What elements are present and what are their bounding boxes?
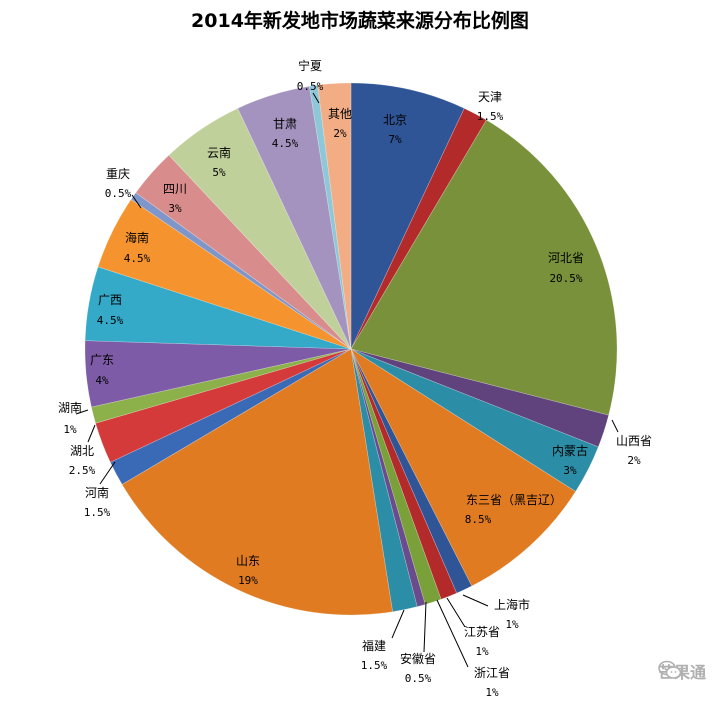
leader-line-12 bbox=[99, 461, 116, 485]
slice-value-0: 7% bbox=[388, 133, 402, 146]
slice-value-11: 19% bbox=[238, 574, 258, 587]
slice-value-10: 1.5% bbox=[361, 659, 388, 672]
leader-line-3 bbox=[611, 419, 619, 433]
slice-value-16: 4.5% bbox=[97, 314, 124, 327]
leader-line-7 bbox=[446, 597, 466, 628]
pie-slice-9 bbox=[350, 348, 426, 608]
slice-label-13: 湖北 bbox=[70, 443, 94, 458]
pie-slice-17 bbox=[97, 199, 352, 350]
slice-value-3: 2% bbox=[627, 454, 641, 467]
leader-line-18 bbox=[131, 194, 142, 209]
slice-label-22: 宁夏 bbox=[298, 58, 322, 73]
slice-label-8: 浙江省 bbox=[474, 666, 510, 680]
slice-label-2: 河北省 bbox=[548, 251, 584, 265]
slice-value-14: 1% bbox=[63, 423, 77, 436]
slice-label-11: 山东 bbox=[236, 554, 260, 568]
slice-value-9: 0.5% bbox=[405, 672, 432, 685]
slice-label-17: 海南 bbox=[125, 230, 149, 245]
pie-slice-4 bbox=[350, 348, 599, 492]
pie-slice-2 bbox=[350, 119, 618, 416]
slice-label-10: 福建 bbox=[362, 638, 386, 653]
slice-label-15: 广东 bbox=[90, 353, 114, 367]
pie-slice-7 bbox=[350, 348, 458, 600]
wechat-icon bbox=[658, 660, 682, 679]
leader-line-8 bbox=[436, 599, 469, 668]
slice-label-16: 广西 bbox=[98, 293, 122, 307]
watermark: 芒果通 bbox=[658, 660, 706, 682]
slice-label-7: 江苏省 bbox=[464, 625, 500, 639]
slice-label-5: 东三省（黑吉辽） bbox=[466, 493, 562, 507]
slice-value-12: 1.5% bbox=[84, 506, 111, 519]
pie-slice-18 bbox=[130, 192, 352, 350]
leader-line-9 bbox=[423, 601, 427, 653]
slice-value-15: 4% bbox=[95, 374, 109, 387]
leader-line-14 bbox=[75, 409, 89, 415]
pie-slice-23 bbox=[317, 82, 352, 350]
slice-value-5: 8.5% bbox=[465, 513, 492, 526]
pie-slice-11 bbox=[121, 348, 393, 616]
pie-slice-5 bbox=[350, 348, 577, 587]
slice-value-7: 1% bbox=[475, 645, 489, 658]
slice-label-20: 云南 bbox=[207, 145, 231, 160]
slice-value-13: 2.5% bbox=[69, 464, 96, 477]
slice-value-23: 2% bbox=[333, 127, 347, 140]
pie-slice-22 bbox=[309, 84, 352, 350]
pie-slice-3 bbox=[350, 348, 610, 448]
leader-line-10 bbox=[391, 609, 405, 639]
slice-value-22: 0.5% bbox=[297, 80, 324, 93]
slice-value-21: 4.5% bbox=[272, 137, 299, 150]
pie-slice-19 bbox=[135, 154, 352, 350]
pie-slice-1 bbox=[350, 107, 487, 350]
leader-line-13 bbox=[87, 424, 96, 443]
pie-slice-10 bbox=[350, 348, 418, 613]
pie-slice-6 bbox=[350, 348, 473, 594]
slice-label-23: 其他 bbox=[328, 107, 352, 121]
pie-slice-14 bbox=[91, 348, 352, 424]
pie-slice-12 bbox=[109, 348, 352, 485]
slice-label-14: 湖南 bbox=[58, 400, 82, 415]
slice-label-6: 上海市 bbox=[494, 597, 530, 612]
slice-value-8: 1% bbox=[485, 686, 499, 699]
chart-title: 2014年新发地市场蔬菜来源分布比例图 bbox=[191, 10, 529, 32]
slice-value-20: 5% bbox=[212, 166, 226, 179]
slice-label-18: 重庆 bbox=[106, 167, 130, 181]
slice-value-2: 20.5% bbox=[549, 272, 582, 285]
leader-line-6 bbox=[462, 594, 489, 607]
slice-value-1: 1.5% bbox=[477, 110, 504, 123]
pie-slice-0 bbox=[350, 82, 465, 350]
slice-label-12: 河南 bbox=[85, 485, 109, 500]
pie-slice-20 bbox=[168, 107, 352, 350]
slice-label-4: 内蒙古 bbox=[552, 443, 588, 458]
slice-value-17: 4.5% bbox=[124, 252, 151, 265]
slice-value-19: 3% bbox=[168, 202, 182, 215]
pie-slice-13 bbox=[95, 348, 352, 463]
pie-slice-21 bbox=[237, 85, 352, 350]
slice-label-0: 北京 bbox=[383, 113, 407, 127]
pie-slice-8 bbox=[350, 348, 442, 605]
leader-line-22 bbox=[312, 92, 320, 104]
slice-label-3: 山西省 bbox=[616, 434, 652, 448]
pie-slice-16 bbox=[84, 266, 352, 350]
slice-value-4: 3% bbox=[563, 464, 577, 477]
pie-slice-15 bbox=[84, 340, 352, 408]
slice-value-18: 0.5% bbox=[105, 187, 132, 200]
slice-label-19: 四川 bbox=[163, 182, 187, 196]
slice-label-9: 安徽省 bbox=[400, 651, 436, 666]
slice-label-21: 甘肃 bbox=[273, 117, 297, 131]
slice-value-6: 1% bbox=[505, 618, 519, 631]
slice-label-1: 天津 bbox=[478, 90, 502, 104]
